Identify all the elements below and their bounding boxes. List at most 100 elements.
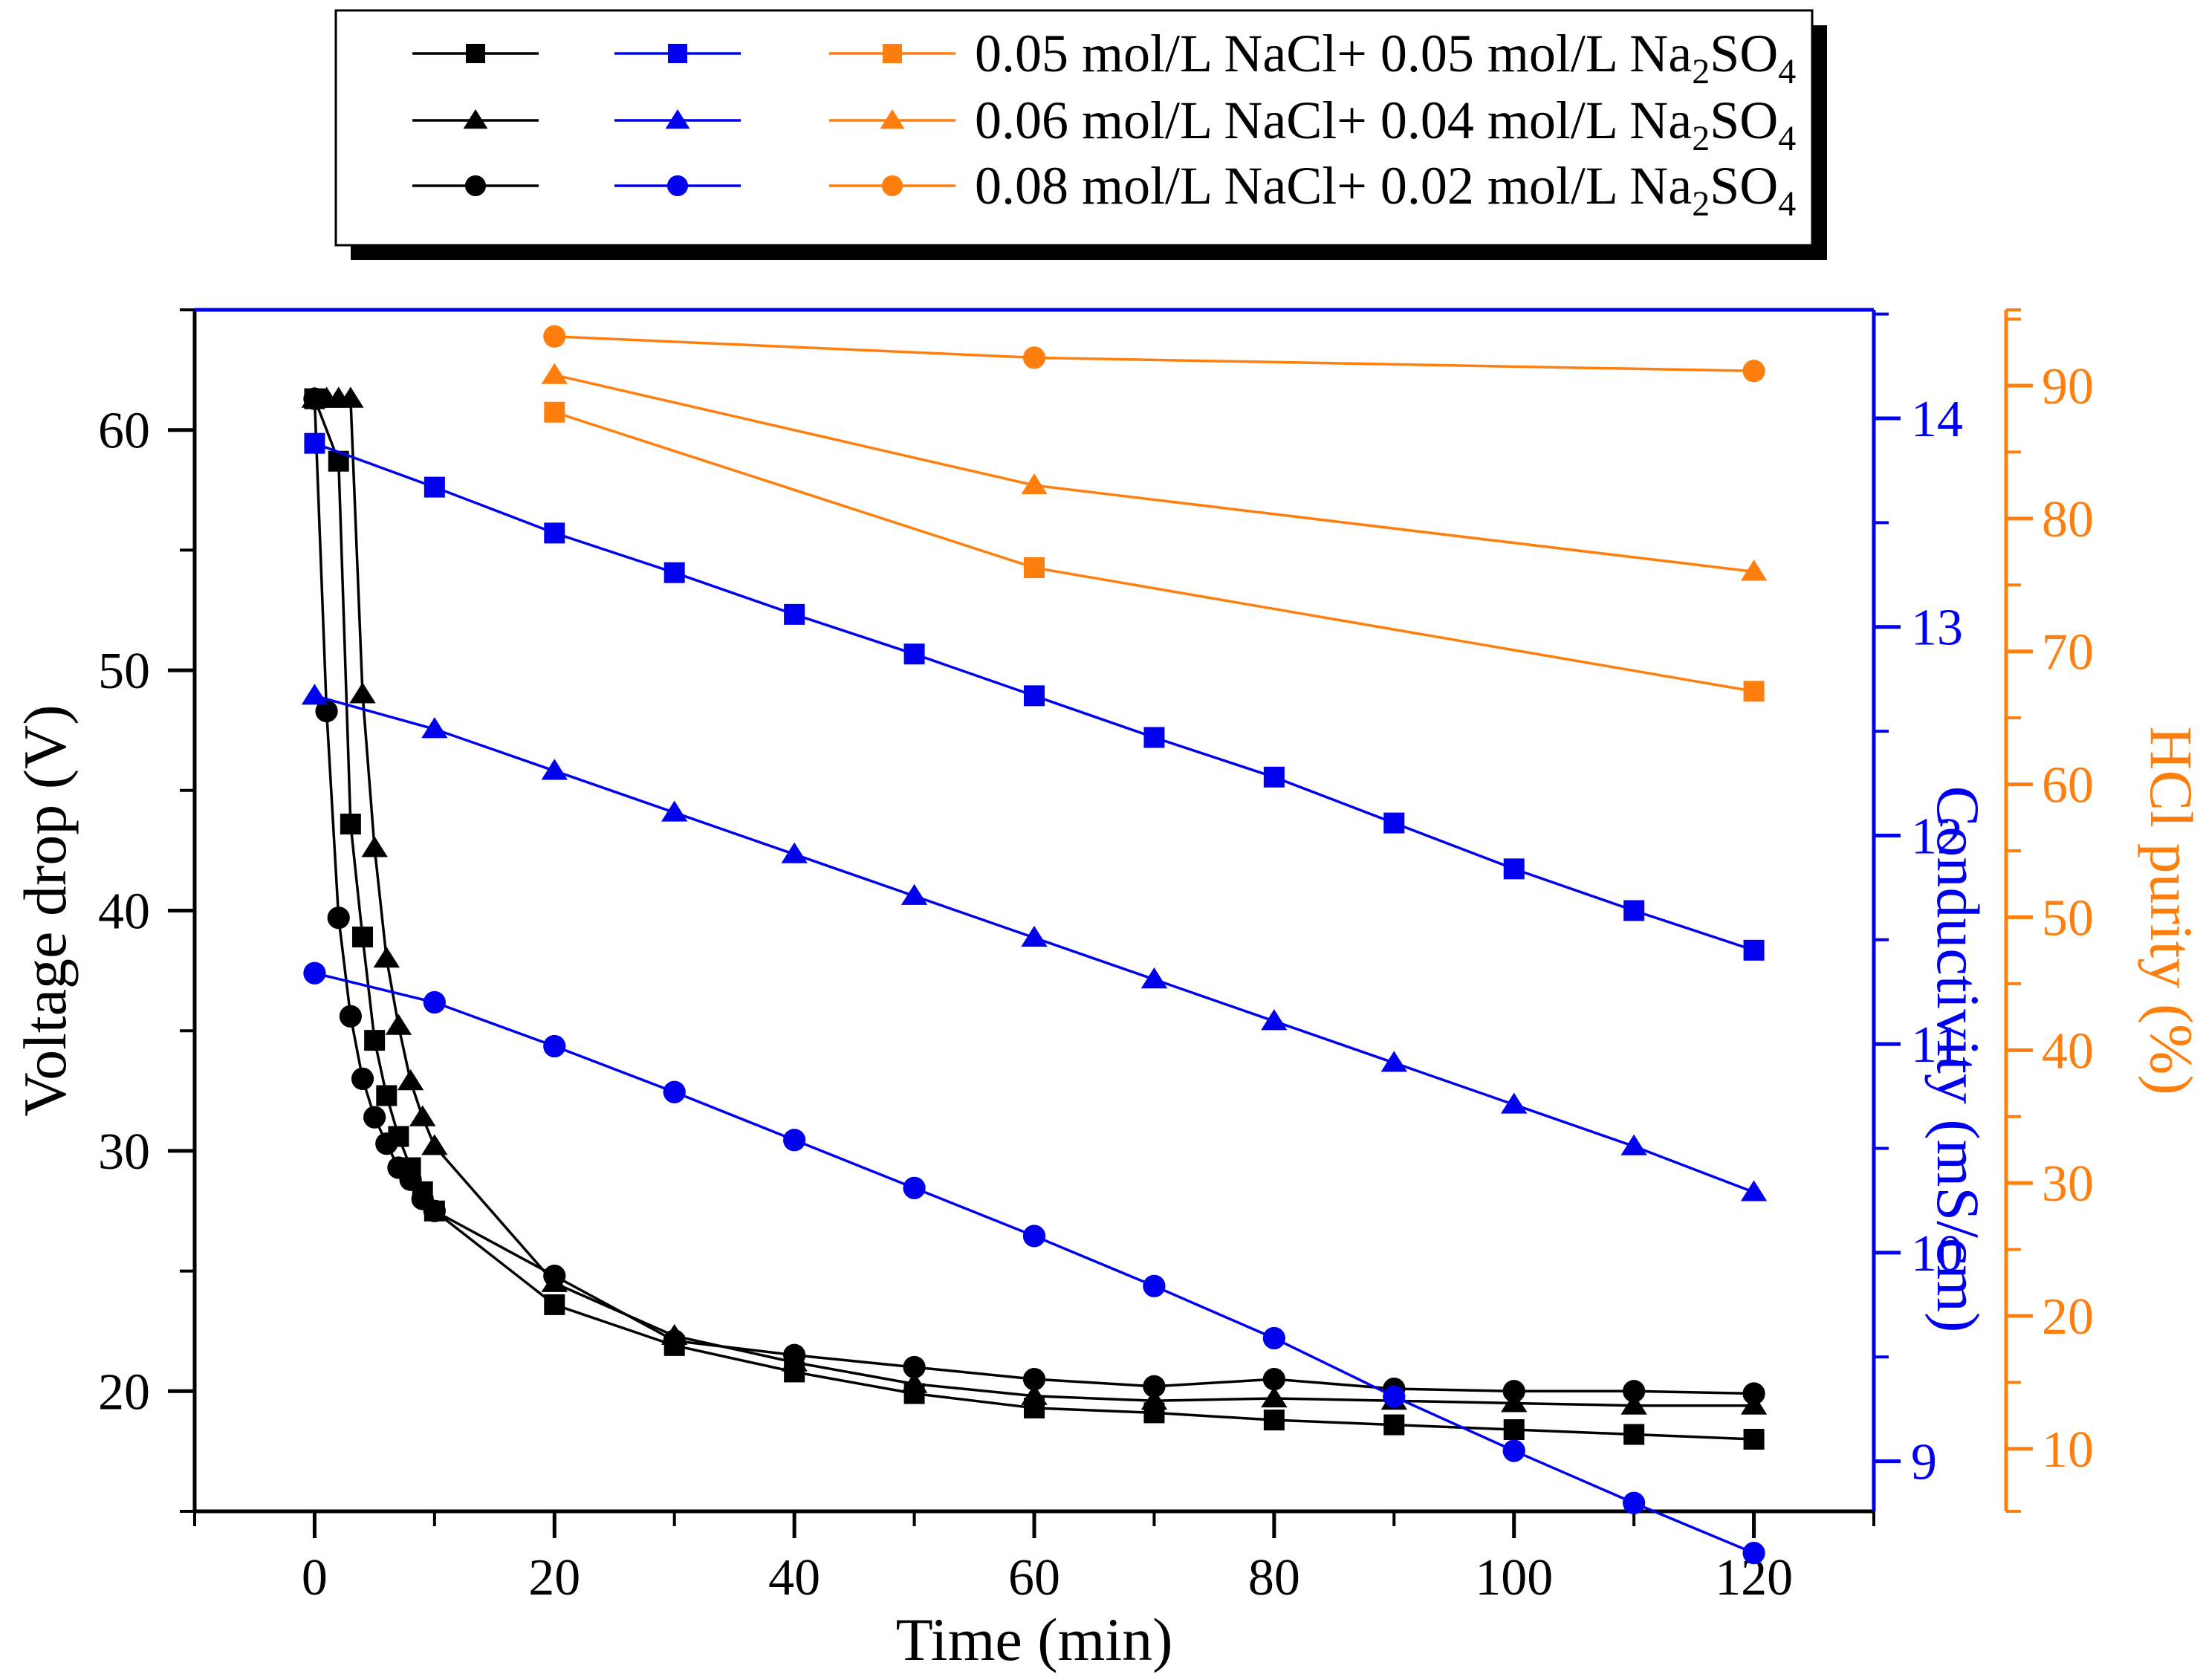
data-point: [1623, 1424, 1645, 1445]
purity-tick-label: 80: [2042, 491, 2094, 548]
data-point: [376, 1085, 398, 1106]
data-point: [1740, 1180, 1768, 1201]
data-point: [1383, 812, 1405, 834]
conductivity-tick-label: 10: [1911, 1225, 1963, 1282]
data-point: [409, 1105, 436, 1126]
data-point: [781, 842, 808, 863]
data-point: [1380, 1051, 1407, 1072]
data-point: [663, 562, 685, 583]
data-point: [1140, 967, 1168, 989]
series-voltage-triangle: [301, 386, 1768, 1415]
conductivity-tick-label: 12: [1911, 808, 1963, 865]
legend-swatch-marker: [463, 109, 488, 129]
data-point: [1743, 681, 1765, 702]
purity-tick-label: 20: [2042, 1288, 2094, 1346]
data-point: [1383, 1414, 1405, 1436]
purity-tick-label: 30: [2042, 1155, 2094, 1213]
data-point: [541, 363, 568, 384]
series-line: [554, 411, 1754, 693]
legend-swatch-marker: [881, 175, 903, 197]
legend-swatch-circle: [412, 175, 539, 197]
voltage-tick-label: 20: [98, 1363, 150, 1421]
legend-swatch-square: [829, 44, 955, 63]
data-point: [1743, 939, 1765, 961]
data-point: [399, 1168, 422, 1191]
legend-swatch-circle: [614, 175, 741, 197]
data-point: [903, 643, 925, 665]
data-point: [1022, 1368, 1046, 1391]
x-tick-label: 80: [1248, 1549, 1300, 1606]
data-point: [423, 990, 446, 1014]
data-point: [1623, 900, 1645, 921]
data-point: [373, 947, 400, 968]
data-point: [1742, 360, 1765, 383]
voltage-tick-label: 60: [98, 403, 150, 460]
series-voltage-circle: [303, 387, 1765, 1405]
data-point: [339, 1005, 362, 1028]
legend-swatch-circle: [829, 175, 955, 197]
data-point: [1261, 1386, 1288, 1408]
x-tick-label: 20: [528, 1549, 580, 1606]
data-point: [375, 1132, 398, 1155]
purity-tick-label: 60: [2042, 757, 2094, 814]
legend-swatch-marker: [880, 109, 905, 129]
data-point: [421, 717, 448, 739]
data-point: [1620, 1134, 1647, 1155]
conductivity-tick-label: 14: [1911, 391, 1963, 448]
data-point: [784, 603, 805, 625]
data-point: [397, 1069, 424, 1091]
series-conductivity-square: [304, 432, 1765, 961]
data-point: [424, 476, 445, 498]
data-point: [1740, 560, 1768, 581]
series-conductivity-circle: [303, 961, 1765, 1565]
data-point: [1140, 1389, 1168, 1410]
legend-swatch-marker: [665, 109, 690, 129]
legend-swatch-marker: [466, 44, 485, 63]
data-point: [543, 325, 566, 348]
purity-tick-label: 90: [2042, 358, 2094, 415]
purity-axis-title: HCl purity (%): [2138, 726, 2200, 1094]
x-axis-title: Time (min): [896, 1606, 1173, 1673]
conductivity-tick-label: 11: [1911, 1016, 1961, 1074]
data-point: [1620, 1393, 1647, 1415]
data-point: [903, 1355, 926, 1379]
series-line: [314, 397, 1754, 1407]
legend-label: 0.05 mol/L NaCl+ 0.05 mol/L Na2SO4: [975, 24, 1796, 91]
series-line: [554, 373, 1754, 574]
data-point: [544, 1294, 565, 1315]
legend-label: 0.06 mol/L NaCl+ 0.04 mol/L Na2SO4: [975, 91, 1796, 158]
x-tick-label: 100: [1475, 1549, 1553, 1606]
legend-swatch-triangle: [614, 109, 741, 129]
series-line: [313, 398, 1754, 1441]
data-point: [327, 907, 350, 930]
data-point: [1021, 925, 1048, 947]
data-point: [423, 1199, 446, 1222]
data-point: [541, 759, 568, 780]
data-point: [337, 386, 364, 408]
data-point: [1024, 557, 1045, 579]
data-point: [352, 927, 373, 948]
data-point: [1743, 1428, 1765, 1450]
data-point: [544, 522, 565, 544]
legend-box: [334, 9, 1814, 247]
data-point: [1263, 766, 1285, 788]
data-point: [901, 1372, 928, 1393]
legend-swatch-triangle: [412, 109, 539, 129]
data-point: [340, 814, 361, 835]
series-layer: [301, 325, 1768, 1565]
legend-swatch-marker: [668, 44, 687, 63]
voltage-tick-label: 30: [98, 1123, 150, 1181]
data-point: [1143, 1274, 1166, 1297]
legend-swatch-marker: [464, 175, 487, 197]
data-point: [1623, 1380, 1646, 1403]
data-point: [1262, 1326, 1285, 1350]
data-point: [1502, 1380, 1525, 1403]
data-point: [361, 836, 388, 857]
data-point: [663, 1080, 686, 1103]
data-point: [1261, 1009, 1288, 1031]
data-point: [304, 432, 325, 454]
